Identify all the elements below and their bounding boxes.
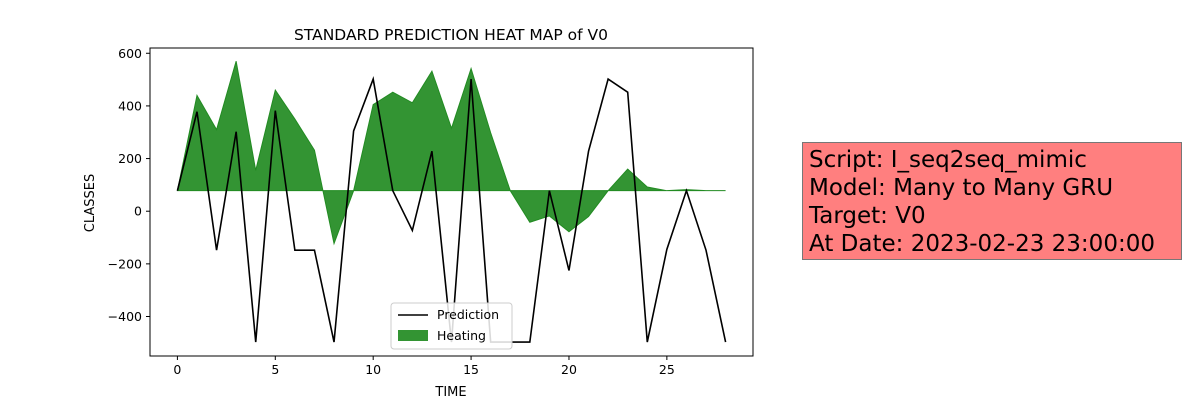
y-tick-label: 0 [134, 204, 142, 219]
plot-area [176, 61, 727, 343]
y-tick-label: 600 [118, 46, 142, 61]
y-tick-label: −200 [108, 256, 142, 271]
legend: Prediction Heating [390, 302, 513, 350]
area-heating [176, 61, 726, 246]
x-tick-label: 20 [561, 362, 577, 377]
x-tick-label: 5 [271, 362, 279, 377]
y-tick-label: 200 [118, 151, 142, 166]
y-tick-label: 400 [118, 98, 142, 113]
info-target: Target: V0 [809, 203, 926, 229]
info-script: Script: I_seq2seq_mimic [809, 147, 1087, 173]
info-date: At Date: 2023-02-23 23:00:00 [809, 231, 1155, 257]
x-tick-label: 10 [365, 362, 381, 377]
info-model: Model: Many to Many GRU [809, 175, 1114, 201]
chart-title: STANDARD PREDICTION HEAT MAP of V0 [294, 26, 608, 44]
x-axis-label: TIME [434, 385, 466, 400]
x-tick-label: 15 [463, 362, 479, 377]
info-box: Script: I_seq2seq_mimic Model: Many to M… [802, 142, 1182, 260]
axis-ticks: 0 5 10 15 20 25 −400 −200 0 200 400 600 [108, 46, 675, 377]
y-axis-label: CLASSES [83, 174, 98, 232]
legend-swatch-heating [398, 330, 428, 341]
legend-label-prediction: Prediction [437, 307, 499, 322]
x-tick-label: 0 [173, 362, 181, 377]
plot-frame [149, 47, 754, 357]
legend-label-heating: Heating [437, 328, 486, 343]
x-tick-label: 25 [659, 362, 675, 377]
y-tick-label: −400 [108, 309, 142, 324]
